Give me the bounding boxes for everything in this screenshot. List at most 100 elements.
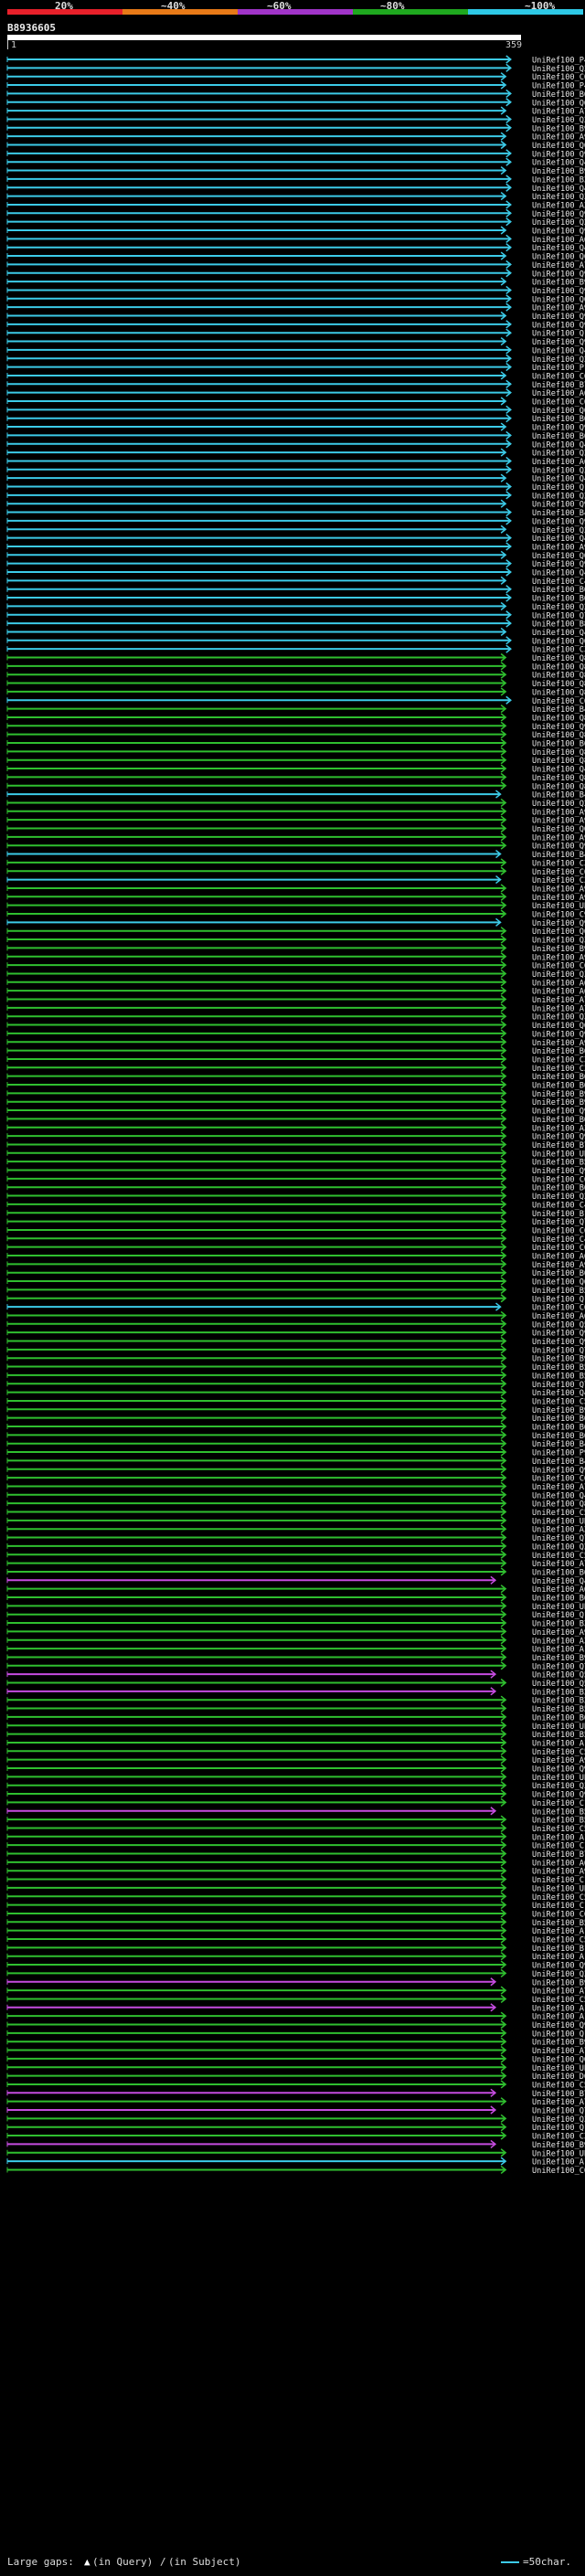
hit-label[interactable]: UniRef100_A7P1Q7 <box>532 2098 585 2107</box>
hit-row[interactable]: UniRef100_Q41453 <box>6 345 585 356</box>
hit-row[interactable]: UniRef100_A1WE95 <box>6 2003 585 2014</box>
hit-row[interactable]: UniRef100_C3E9N6 <box>6 858 585 869</box>
hit-row[interactable]: UniRef100_B6TLK4 <box>6 1072 585 1083</box>
hit-label[interactable]: UniRef100_A1TWH4 <box>532 1646 585 1655</box>
hit-row[interactable]: UniRef100_Q9MBF3 <box>6 226 585 237</box>
hit-row[interactable]: UniRef100_C6TSY6 <box>6 1174 585 1185</box>
hit-row[interactable]: UniRef100_Q2379Q <box>6 1542 585 1553</box>
hit-label[interactable]: UniRef100_A6PIZ6 <box>532 236 585 245</box>
hit-label[interactable]: UniRef100_Q9RLE2 <box>532 723 585 732</box>
hit-row[interactable]: UniRef100_Q24184 <box>6 491 585 502</box>
hit-row[interactable]: UniRef100_B5D5Z5 <box>6 1157 585 1168</box>
hit-label[interactable]: UniRef100_UP1000.. <box>532 1150 585 1159</box>
hit-label[interactable]: UniRef100_Q24107 <box>532 466 585 475</box>
hit-label[interactable]: UniRef100_A7P909 <box>532 108 585 117</box>
hit-row[interactable]: UniRef100_A9RSY7 <box>6 884 585 895</box>
hit-row[interactable]: UniRef100_Q93ZU4 <box>6 1789 585 1800</box>
hit-label[interactable]: UniRef100_A3CX01 <box>532 1637 585 1646</box>
hit-row[interactable]: UniRef100_C5T1J8 <box>6 1892 585 1903</box>
hit-label[interactable]: UniRef100_UP1000.. <box>532 1517 585 1526</box>
hit-label[interactable]: UniRef100_UP1000.. <box>532 1774 585 1783</box>
hit-label[interactable]: UniRef100_C3E5N7 <box>532 646 585 655</box>
hit-label[interactable]: UniRef100_B6UB95 <box>532 1424 585 1433</box>
hit-label[interactable]: UniRef100_A7PD44 <box>532 996 585 1005</box>
hit-row[interactable]: UniRef100_C6T3N5 <box>6 1909 585 1920</box>
hit-row[interactable]: UniRef100_A3QD2Q <box>6 1123 585 1134</box>
hit-label[interactable]: UniRef100_A9V4W2 <box>532 1628 585 1638</box>
hit-label[interactable]: UniRef100_Q9SWH8 <box>532 321 585 330</box>
hit-row[interactable]: UniRef100_Q22295 <box>6 601 585 612</box>
hit-row[interactable]: UniRef100_Q1S3F1 <box>6 2029 585 2040</box>
hit-row[interactable]: UniRef100_Q7TSY6 <box>6 610 585 621</box>
hit-row[interactable]: UniRef100_B5S2C8 <box>6 1807 585 1818</box>
hit-row[interactable]: UniRef100_Q9SID3 <box>6 841 585 852</box>
hit-label[interactable]: UniRef100_B6SPF4 <box>532 595 585 604</box>
hit-row[interactable]: UniRef100_C5Y8P7 <box>6 1550 585 1561</box>
hit-label[interactable]: UniRef100_Q169N0 <box>532 1295 585 1304</box>
hit-label[interactable]: UniRef100_B5DG00 <box>532 1372 585 1381</box>
hit-row[interactable]: UniRef100_B6SLZ7 <box>6 1080 585 1091</box>
hit-row[interactable]: UniRef100_Q4U567 <box>6 243 585 254</box>
hit-row[interactable]: UniRef100_C3E9N5 <box>6 875 585 886</box>
hit-label[interactable]: UniRef100_B5XGN8 <box>532 1287 585 1296</box>
hit-label[interactable]: UniRef100_Q8LDS0 <box>532 1500 585 1510</box>
hit-row[interactable]: UniRef100_B7FHX1 <box>6 2088 585 2099</box>
hit-row[interactable]: UniRef100_A7PD44 <box>6 994 585 1006</box>
hit-label[interactable]: UniRef100_B9S5N0 <box>532 945 585 954</box>
hit-label[interactable]: UniRef100_Q8S2Y0 <box>532 714 585 723</box>
hit-label[interactable]: UniRef100_Q7YV51 <box>532 1218 585 1227</box>
hit-label[interactable]: UniRef100_C4J159 <box>532 1235 585 1245</box>
hit-row[interactable]: UniRef100_Q9M6W0 <box>6 208 585 219</box>
hit-label[interactable]: UniRef100_A6RIS7 <box>532 1859 585 1868</box>
hit-label[interactable]: UniRef100_B6TLK4 <box>532 1073 585 1082</box>
hit-label[interactable]: UniRef100_P49310 <box>532 57 585 66</box>
hit-row[interactable]: UniRef100_C5T958 <box>6 1935 585 1945</box>
hit-row[interactable]: UniRef100_B4F7T1 <box>6 1439 585 1450</box>
hit-label[interactable]: UniRef100_C3E9N5 <box>532 876 585 885</box>
hit-row[interactable]: UniRef100_Q9SVN8 <box>6 1029 585 1040</box>
hit-label[interactable]: UniRef100_C5X6T6 <box>532 1509 585 1518</box>
hit-label[interactable]: UniRef100_C6GYK7 <box>532 372 585 381</box>
hit-row[interactable]: UniRef100_A1TWH4 <box>6 1644 585 1655</box>
hit-label[interactable]: UniRef100_C6TK08 <box>532 962 585 971</box>
hit-row[interactable]: UniRef100_D0CM19 <box>6 2072 585 2083</box>
hit-row[interactable]: UniRef100_B6TRJ5 <box>6 1712 585 1723</box>
hit-row[interactable]: UniRef100_Q22253 <box>6 525 585 535</box>
hit-label[interactable]: UniRef100_A3QD2Q <box>532 1124 585 1133</box>
hit-row[interactable]: UniRef100_Q8S2X6 <box>6 687 585 698</box>
hit-row[interactable]: UniRef100_B9GF05 <box>6 2139 585 2150</box>
hit-label[interactable]: UniRef100_Q56GW6 <box>532 1320 585 1330</box>
hit-label[interactable]: UniRef100_A6NZ72 <box>532 1585 585 1595</box>
hit-label[interactable]: UniRef100_A6KIW2 <box>532 458 585 467</box>
hit-label[interactable]: UniRef100_UP1000.. <box>532 2064 585 2073</box>
hit-row[interactable]: UniRef100_B7SDF0 <box>6 379 585 390</box>
hit-row[interactable]: UniRef100_Q121N2 <box>6 1610 585 1621</box>
hit-row[interactable]: UniRef100_Q2HCQ2 <box>6 798 585 809</box>
hit-row[interactable]: UniRef100_Q6AY61 <box>6 927 585 937</box>
hit-row[interactable]: UniRef100_A6ZKT8 <box>6 978 585 989</box>
hit-label[interactable]: UniRef100_Q41518 <box>532 475 585 484</box>
hit-label[interactable]: UniRef100_C6TSY6 <box>532 1175 585 1184</box>
hit-row[interactable]: UniRef100_C0HBU7 <box>6 1243 585 1254</box>
hit-row[interactable]: UniRef100_B9RK89 <box>6 2037 585 2048</box>
hit-label[interactable]: UniRef100_Q99070 <box>532 517 585 526</box>
hit-label[interactable]: UniRef100_C1BJJ4 <box>532 1902 585 1911</box>
hit-label[interactable]: UniRef100_B4FBW7 <box>532 1458 585 1467</box>
hit-row[interactable]: UniRef100_Q32P51 <box>6 192 585 203</box>
hit-label[interactable]: UniRef100_Q9RNA1 <box>532 338 585 347</box>
hit-row[interactable]: UniRef100_B8A3G8 <box>6 619 585 630</box>
hit-row[interactable]: UniRef100_UP1000.. <box>6 1721 585 1732</box>
hit-row[interactable]: UniRef100_UP1000.. <box>6 901 585 912</box>
hit-row[interactable]: UniRef100_Q8S2Y3 <box>6 662 585 673</box>
hit-label[interactable]: UniRef100_Q2QLR2 <box>532 450 585 459</box>
hit-row[interactable]: UniRef100_A9R8Q4 <box>6 1755 585 1766</box>
hit-label[interactable]: UniRef100_C3E9A0 <box>532 1055 585 1065</box>
hit-row[interactable]: UniRef100_Q3E8X0 <box>6 63 585 74</box>
hit-row[interactable]: UniRef100_A1U187 <box>6 1952 585 1963</box>
hit-row[interactable]: UniRef100_B5DG00 <box>6 1371 585 1382</box>
hit-row[interactable]: UniRef100_A1W619 <box>6 1738 585 1749</box>
hit-row[interactable]: UniRef100_C1BH84 <box>6 1797 585 1808</box>
hit-label[interactable]: UniRef100_Q8S2Y4 <box>532 757 585 766</box>
hit-label[interactable]: UniRef100_B9R7G7 <box>532 1406 585 1415</box>
hit-row[interactable]: UniRef100_C1ITX1 <box>6 1874 585 1886</box>
